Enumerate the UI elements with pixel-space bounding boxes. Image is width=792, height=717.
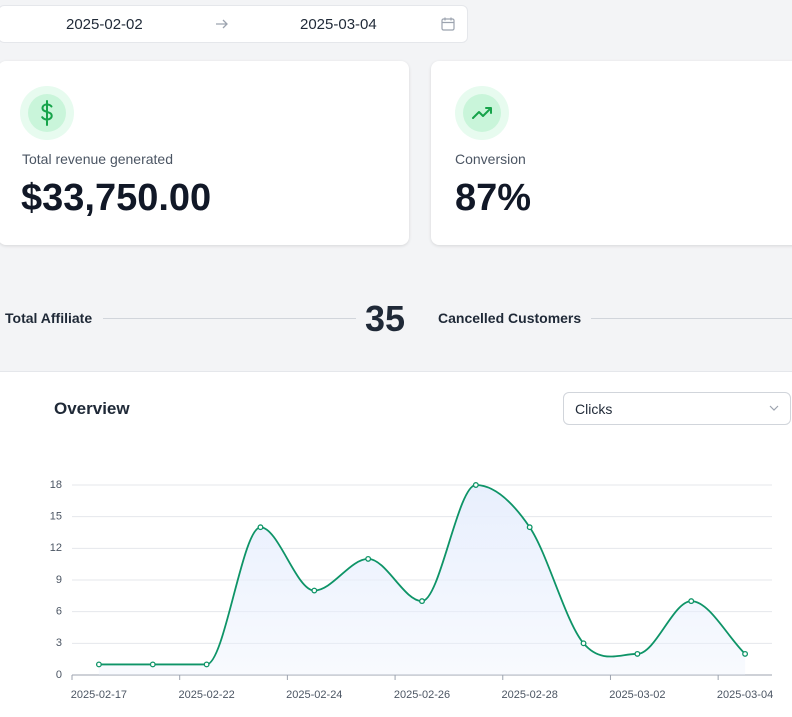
point bbox=[95, 661, 102, 668]
calendar-icon bbox=[441, 17, 455, 31]
card-value: $33,750.00 bbox=[21, 177, 212, 219]
date-picker[interactable]: 2025-02-02 2025-03-04 bbox=[0, 5, 468, 43]
x-tick-label: 2025-02-22 bbox=[178, 689, 234, 701]
overview-title: Overview bbox=[54, 399, 130, 418]
point bbox=[149, 661, 156, 668]
end-date[interactable]: 2025-03-04 bbox=[300, 16, 377, 33]
x-tick-label: 2025-03-04 bbox=[717, 689, 773, 701]
y-tick-label: 18 bbox=[50, 479, 62, 491]
y-tick-label: 0 bbox=[56, 669, 62, 681]
x-tick-label: 2025-02-28 bbox=[502, 689, 558, 701]
card-label: Conversion bbox=[455, 151, 526, 167]
conversion-card: Conversion 87% bbox=[431, 61, 792, 245]
y-tick-label: 9 bbox=[56, 574, 62, 586]
card-label: Total revenue generated bbox=[22, 151, 173, 167]
divider bbox=[591, 318, 792, 319]
point bbox=[365, 555, 372, 562]
stat-value: 35 bbox=[365, 298, 406, 339]
point bbox=[257, 524, 264, 531]
point bbox=[634, 650, 641, 657]
point bbox=[742, 650, 749, 657]
stat-label: Cancelled Customers bbox=[438, 310, 582, 326]
dollar-icon bbox=[20, 86, 74, 140]
chevron-icon bbox=[769, 405, 779, 411]
trend-icon bbox=[455, 86, 509, 140]
card-value: 87% bbox=[455, 177, 532, 219]
point bbox=[580, 640, 587, 647]
arrow-icon bbox=[216, 19, 228, 29]
point bbox=[203, 661, 210, 668]
y-tick-label: 12 bbox=[50, 542, 62, 554]
point bbox=[311, 587, 318, 594]
x-tick-label: 2025-02-24 bbox=[286, 689, 342, 701]
x-tick-label: 2025-03-02 bbox=[609, 689, 665, 701]
selected-metric: Clicks bbox=[575, 401, 613, 417]
point bbox=[688, 598, 695, 605]
area bbox=[98, 485, 746, 675]
divider bbox=[103, 318, 356, 319]
start-date[interactable]: 2025-02-02 bbox=[66, 16, 143, 33]
point bbox=[526, 524, 533, 531]
revenue-card: Total revenue generated $33,750.00 bbox=[0, 61, 409, 245]
point bbox=[419, 598, 425, 605]
x-tick-label: 2025-02-17 bbox=[71, 689, 127, 701]
point bbox=[472, 482, 479, 488]
y-tick-label: 6 bbox=[56, 606, 62, 618]
x-tick-label: 2025-02-26 bbox=[394, 689, 450, 701]
metric-select[interactable]: Clicks bbox=[563, 392, 791, 425]
stat-label: Total Affiliate bbox=[5, 310, 93, 326]
y-tick-label: 15 bbox=[50, 511, 62, 523]
y-tick-label: 3 bbox=[56, 637, 62, 649]
